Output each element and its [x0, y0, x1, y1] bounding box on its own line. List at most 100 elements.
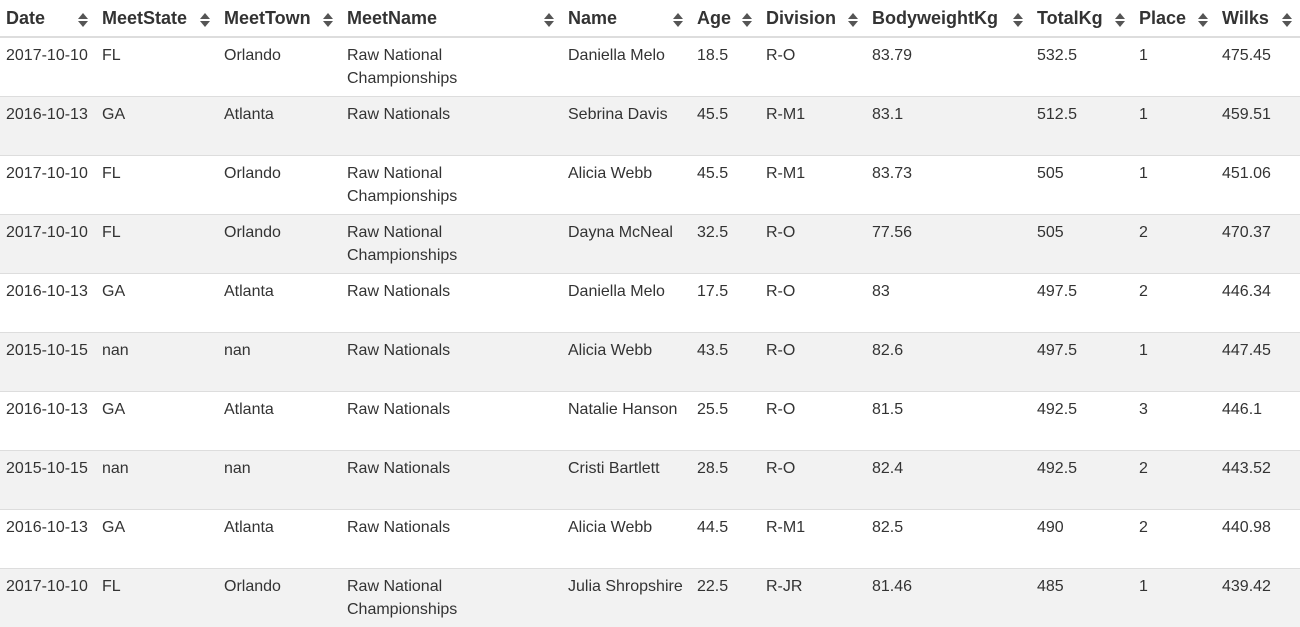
cell-place: 1: [1139, 47, 1148, 64]
cell-meet-name: Raw Nationals: [347, 105, 451, 123]
cell-date: 2016-10-13: [6, 518, 88, 536]
cell-place: 1: [1139, 341, 1148, 359]
table-row: 2016-10-13 GA Atlanta Raw Nationals Daniella…: [0, 273, 1300, 332]
cell-meet-state: nan: [102, 459, 129, 477]
cell-bodyweight-kg: 82.5: [872, 518, 904, 536]
cell-total-kg: 492.5: [1037, 459, 1078, 477]
cell-meet-state: FL: [102, 577, 121, 595]
cell-division: R-O: [766, 223, 796, 241]
sort-icon[interactable]: [673, 11, 683, 27]
column-header-age[interactable]: Age: [691, 0, 760, 38]
cell-meet-state: FL: [102, 164, 121, 182]
cell-meet-town: Orlando: [224, 164, 281, 182]
cell-date: 2017-10-10: [6, 164, 88, 182]
cell-meet-name: Raw National Championships: [347, 47, 458, 87]
cell-wilks: 475.45: [1222, 47, 1271, 64]
cell-bodyweight-kg: 81.46: [872, 577, 913, 595]
cell-meet-name: Raw National Championships: [347, 577, 458, 618]
cell-bodyweight-kg: 83: [872, 282, 890, 300]
cell-wilks: 440.98: [1222, 518, 1271, 536]
cell-bodyweight-kg: 82.4: [872, 459, 904, 477]
table-row: 2017-10-10 FL Orlando Raw National Champion…: [0, 214, 1300, 273]
cell-division: R-O: [766, 341, 796, 359]
cell-age: 44.5: [697, 518, 729, 536]
cell-total-kg: 497.5: [1037, 282, 1078, 300]
cell-age: 28.5: [697, 459, 729, 477]
column-header-label: MeetState: [102, 7, 188, 28]
cell-name: Alicia Webb: [568, 164, 653, 182]
table-row: 2017-10-10 FL Orlando Raw National Champion…: [0, 155, 1300, 214]
cell-total-kg: 532.5: [1037, 47, 1078, 64]
cell-meet-state: FL: [102, 223, 121, 241]
table-row: 2016-10-13 GA Atlanta Raw Nationals Natalie …: [0, 391, 1300, 450]
sort-icon[interactable]: [1013, 11, 1023, 27]
sort-icon[interactable]: [742, 11, 752, 27]
cell-date: 2016-10-13: [6, 282, 88, 300]
column-header-total-kg[interactable]: TotalKg: [1031, 0, 1133, 38]
sort-icon[interactable]: [323, 11, 333, 27]
cell-age: 32.5: [697, 223, 729, 241]
cell-age: 45.5: [697, 164, 729, 182]
cell-meet-name: Raw Nationals: [347, 459, 451, 477]
column-header-label: BodyweightKg: [872, 7, 998, 28]
cell-meet-name: Raw National Championships: [347, 164, 458, 205]
cell-meet-town: Atlanta: [224, 105, 274, 123]
cell-total-kg: 512.5: [1037, 105, 1078, 123]
column-header-meet-state[interactable]: MeetState: [96, 0, 218, 38]
cell-meet-name: Raw Nationals: [347, 282, 451, 300]
column-header-meet-name[interactable]: MeetName: [341, 0, 562, 38]
cell-wilks: 446.1: [1222, 400, 1263, 418]
cell-division: R-O: [766, 282, 796, 300]
column-header-wilks[interactable]: Wilks: [1216, 0, 1300, 38]
cell-wilks: 447.45: [1222, 341, 1271, 359]
cell-date: 2015-10-15: [6, 341, 88, 359]
cell-meet-state: GA: [102, 282, 126, 300]
sort-icon[interactable]: [1198, 11, 1208, 27]
cell-age: 43.5: [697, 341, 729, 359]
sort-icon[interactable]: [1115, 11, 1125, 27]
cell-age: 22.5: [697, 577, 729, 595]
cell-meet-state: GA: [102, 400, 126, 418]
sort-icon[interactable]: [78, 11, 88, 27]
sort-icon[interactable]: [848, 11, 858, 27]
cell-meet-town: Orlando: [224, 223, 281, 241]
cell-meet-state: GA: [102, 105, 126, 123]
cell-total-kg: 485: [1037, 577, 1064, 595]
cell-total-kg: 505: [1037, 223, 1064, 241]
cell-bodyweight-kg: 81.5: [872, 400, 904, 418]
cell-meet-state: GA: [102, 518, 126, 536]
column-header-bodyweight-kg[interactable]: BodyweightKg: [866, 0, 1031, 38]
cell-date: 2016-10-13: [6, 400, 88, 418]
column-header-name[interactable]: Name: [562, 0, 691, 38]
sort-icon[interactable]: [200, 11, 210, 27]
cell-wilks: 446.34: [1222, 282, 1271, 300]
cell-bodyweight-kg: 77.56: [872, 223, 913, 241]
cell-age: 45.5: [697, 105, 729, 123]
cell-age: 18.5: [697, 47, 729, 64]
column-header-label: Age: [697, 7, 732, 28]
column-header-place[interactable]: Place: [1133, 0, 1216, 38]
sort-icon[interactable]: [1282, 11, 1292, 27]
cell-meet-town: nan: [224, 341, 251, 359]
column-header-label: Date: [6, 7, 46, 28]
cell-bodyweight-kg: 83.73: [872, 164, 913, 182]
cell-name: Julia Shropshire: [568, 577, 683, 595]
cell-meet-town: Orlando: [224, 47, 281, 64]
column-header-meet-town[interactable]: MeetTown: [218, 0, 341, 38]
column-header-label: TotalKg: [1037, 7, 1103, 28]
cell-place: 3: [1139, 400, 1148, 418]
column-header-label: Wilks: [1222, 7, 1269, 28]
sort-icon[interactable]: [544, 11, 554, 27]
cell-wilks: 459.51: [1222, 105, 1271, 123]
cell-meet-name: Raw Nationals: [347, 518, 451, 536]
column-header-division[interactable]: Division: [760, 0, 866, 38]
cell-place: 1: [1139, 164, 1148, 182]
cell-date: 2017-10-10: [6, 577, 88, 595]
cell-meet-name: Raw Nationals: [347, 341, 451, 359]
cell-name: Natalie Hanson: [568, 400, 678, 418]
cell-wilks: 451.06: [1222, 164, 1271, 182]
column-header-date[interactable]: Date: [0, 0, 96, 38]
cell-total-kg: 492.5: [1037, 400, 1078, 418]
cell-wilks: 470.37: [1222, 223, 1271, 241]
